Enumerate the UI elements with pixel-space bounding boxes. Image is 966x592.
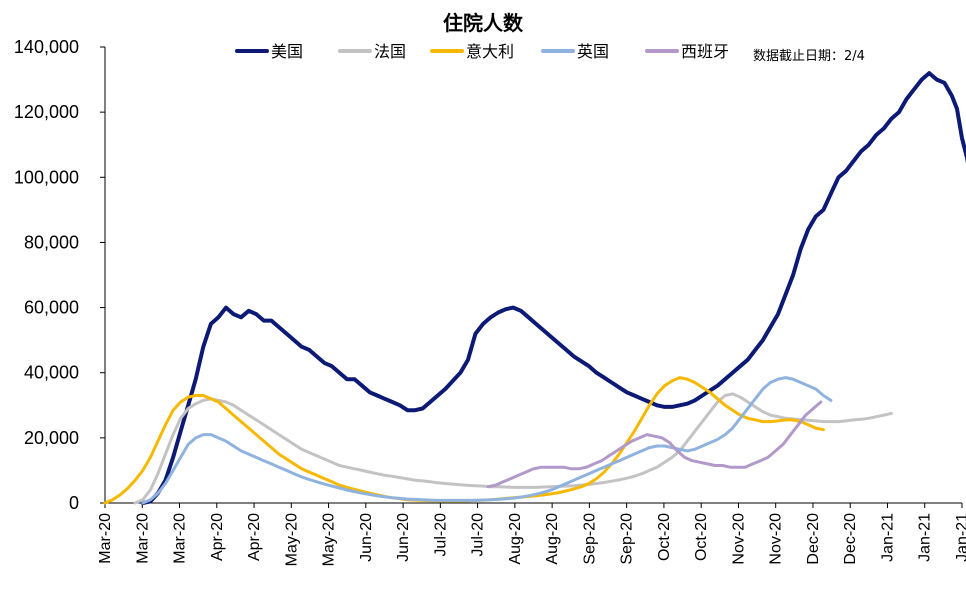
- x-tick-label: Mar-20: [97, 513, 114, 564]
- x-tick-label: Jan-21: [954, 513, 966, 562]
- legend-label-2: 意大利: [466, 42, 514, 61]
- legend-label-4: 西班牙: [681, 42, 729, 61]
- legend-label-3: 英国: [577, 42, 609, 61]
- x-tick-label: Mar-20: [172, 513, 189, 564]
- x-tick-label: May-20: [321, 513, 338, 566]
- x-tick-label: Jan-21: [917, 513, 934, 562]
- x-tick-label: Dec-20: [805, 513, 822, 565]
- plot-area: [103, 71, 966, 505]
- chart-title: 住院人数: [443, 11, 524, 35]
- x-tick-label: Jun-20: [358, 513, 375, 562]
- y-tick-label: 120,000: [14, 102, 79, 122]
- x-tick-label: Nov-20: [768, 513, 785, 565]
- legend-label-1: 法国: [374, 42, 406, 61]
- axes: [104, 47, 962, 504]
- y-ticks: 0 20,000 40,000 60,000 80,000 100,000 120,000 1…: [14, 37, 105, 513]
- x-tick-label: Dec-20: [842, 513, 859, 565]
- x-tick-label: May-20: [283, 513, 300, 566]
- series-line-1: [133, 392, 893, 505]
- y-tick-label: 60,000: [24, 298, 79, 318]
- x-tick-label: Oct-20: [693, 513, 710, 561]
- x-tick-label: Oct-20: [656, 513, 673, 561]
- x-tick-label: Jul-20: [432, 513, 449, 557]
- x-tick-label: Jan-21: [879, 513, 896, 562]
- x-ticks: Mar-20 Mar-20 Mar-20 Apr-20 Apr-20 May-20 May-…: [97, 503, 966, 566]
- y-tick-label: 100,000: [14, 167, 79, 187]
- y-tick-label: 20,000: [24, 428, 79, 448]
- series-line-4: [486, 400, 823, 489]
- x-tick-label: Aug-20: [507, 513, 524, 565]
- data-cutoff-note: 数据截止日期：2/4: [753, 49, 865, 64]
- y-tick-label: 0: [69, 493, 79, 513]
- x-tick-label: Nov-20: [730, 513, 747, 565]
- legend-label-0: 美国: [271, 42, 303, 61]
- x-tick-label: Mar-20: [134, 513, 151, 564]
- legend: 美国 法国 意大利 英国 西班牙: [235, 42, 729, 61]
- y-tick-label: 140,000: [14, 37, 79, 57]
- x-tick-label: Sep-20: [619, 513, 636, 565]
- y-tick-label: 40,000: [24, 363, 79, 383]
- x-tick-label: Jun-20: [395, 513, 412, 562]
- series-line-0: [140, 71, 966, 505]
- y-tick-label: 80,000: [24, 232, 79, 252]
- x-tick-label: Sep-20: [581, 513, 598, 565]
- x-tick-label: Jul-20: [470, 513, 487, 557]
- x-tick-label: Aug-20: [544, 513, 561, 565]
- x-tick-label: Apr-20: [246, 513, 263, 561]
- x-tick-label: Apr-20: [209, 513, 226, 561]
- series-line-3: [141, 376, 833, 505]
